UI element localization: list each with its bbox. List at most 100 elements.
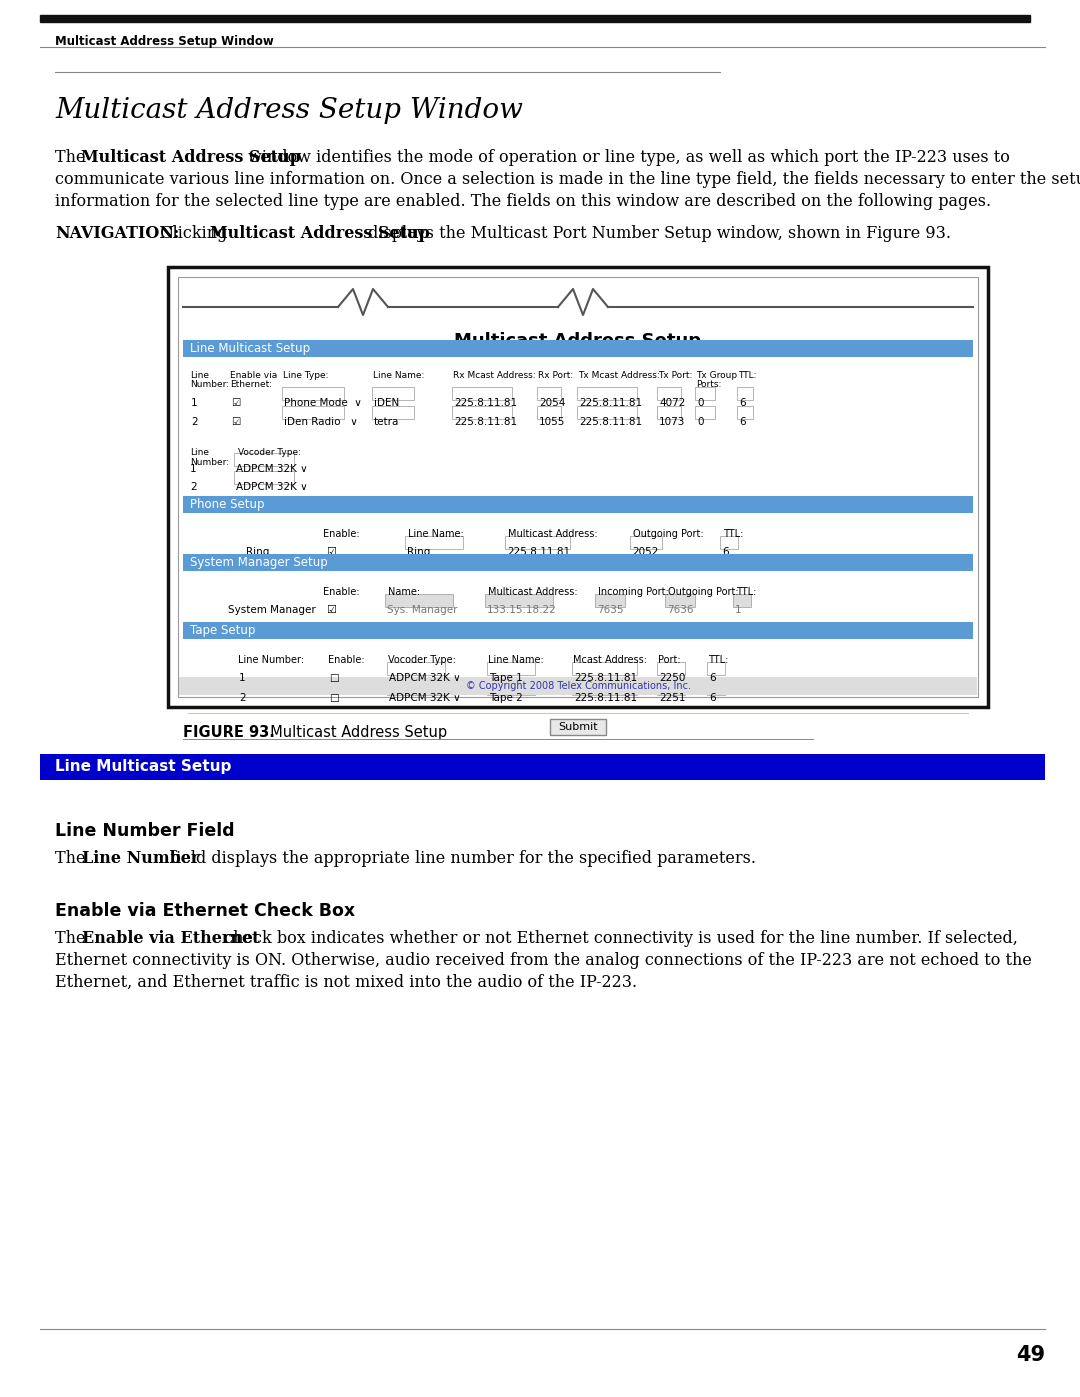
Text: Line Multicast Setup: Line Multicast Setup <box>55 760 231 774</box>
Text: ADPCM 32K ∨: ADPCM 32K ∨ <box>237 482 308 492</box>
Text: The: The <box>55 149 91 166</box>
Bar <box>487 682 535 694</box>
Text: 6: 6 <box>708 693 716 703</box>
Bar <box>178 277 978 697</box>
Text: 133.15.18.22: 133.15.18.22 <box>487 605 557 615</box>
Text: ☑: ☑ <box>231 398 240 408</box>
Text: 2052: 2052 <box>632 548 659 557</box>
Text: Multicast Address Setup Window: Multicast Address Setup Window <box>55 35 273 47</box>
Text: Multicast Address:: Multicast Address: <box>488 587 578 597</box>
Bar <box>665 594 696 608</box>
Bar <box>384 594 453 608</box>
Text: 225.8.11.81: 225.8.11.81 <box>579 398 643 408</box>
Text: © Copyright 2008 Telex Communications, Inc.: © Copyright 2008 Telex Communications, I… <box>465 680 690 692</box>
Text: Enable via: Enable via <box>230 372 278 380</box>
Text: Ports:: Ports: <box>696 380 721 388</box>
Text: 2250: 2250 <box>659 673 686 683</box>
Bar <box>737 387 753 400</box>
Text: 6: 6 <box>739 416 745 427</box>
Text: Line Name:: Line Name: <box>408 529 463 539</box>
Text: Enable:: Enable: <box>323 587 360 597</box>
Bar <box>40 754 1045 780</box>
Text: check box indicates whether or not Ethernet connectivity is used for the line nu: check box indicates whether or not Ether… <box>219 930 1017 947</box>
Text: 225.8.11.81: 225.8.11.81 <box>579 416 643 427</box>
Bar <box>179 678 977 694</box>
Text: 225.8.11.81: 225.8.11.81 <box>573 693 637 703</box>
Bar <box>453 387 512 400</box>
Text: 225.8.11.81: 225.8.11.81 <box>454 416 517 427</box>
Bar <box>737 407 753 419</box>
Text: 225.8.11.81: 225.8.11.81 <box>507 548 570 557</box>
Text: communicate various line information on. Once a selection is made in the line ty: communicate various line information on.… <box>55 170 1080 189</box>
Text: ADPCM 32K ∨: ADPCM 32K ∨ <box>389 673 461 683</box>
Text: 49: 49 <box>1016 1345 1045 1365</box>
Text: Ethernet:: Ethernet: <box>230 380 272 388</box>
Text: Phone Setup: Phone Setup <box>190 497 265 511</box>
Text: Rx Mcast Address:: Rx Mcast Address: <box>453 372 536 380</box>
Text: 1055: 1055 <box>539 416 565 427</box>
Text: ☑: ☑ <box>231 416 240 427</box>
Text: ☑: ☑ <box>326 605 336 615</box>
Text: Enable via Ethernet Check Box: Enable via Ethernet Check Box <box>55 902 355 921</box>
Text: window identifies the mode of operation or line type, as well as which port the : window identifies the mode of operation … <box>243 149 1010 166</box>
Bar <box>537 407 561 419</box>
Bar <box>595 594 625 608</box>
Text: The: The <box>55 849 91 868</box>
Bar <box>707 662 725 675</box>
Text: Ethernet connectivity is ON. Otherwise, audio received from the analog connectio: Ethernet connectivity is ON. Otherwise, … <box>55 951 1031 970</box>
Bar <box>387 682 445 694</box>
Bar <box>487 662 535 675</box>
Text: Line Number:: Line Number: <box>238 655 305 665</box>
Bar <box>572 662 637 675</box>
Text: ADPCM 32K ∨: ADPCM 32K ∨ <box>389 693 461 703</box>
Text: Sys. Manager: Sys. Manager <box>387 605 458 615</box>
Text: 6: 6 <box>739 398 745 408</box>
Text: iDen Radio   ∨: iDen Radio ∨ <box>284 416 357 427</box>
Bar <box>657 662 685 675</box>
Bar <box>485 594 553 608</box>
Text: 7636: 7636 <box>667 605 693 615</box>
Bar <box>40 15 1030 22</box>
Text: The: The <box>55 930 91 947</box>
Text: Multicast Address Setup: Multicast Address Setup <box>261 725 447 740</box>
Text: Tx Group: Tx Group <box>696 372 738 380</box>
Bar <box>183 496 973 513</box>
Text: 2054: 2054 <box>539 398 565 408</box>
Text: 1: 1 <box>191 398 198 408</box>
Bar <box>696 407 715 419</box>
Text: Multicast Address Setup: Multicast Address Setup <box>81 149 300 166</box>
Text: Line Type:: Line Type: <box>283 372 328 380</box>
Text: 2: 2 <box>191 416 198 427</box>
Text: Enable:: Enable: <box>328 655 365 665</box>
Text: ☑: ☑ <box>326 548 336 557</box>
Text: Name:: Name: <box>388 587 420 597</box>
Text: 0: 0 <box>697 416 703 427</box>
Bar <box>537 387 561 400</box>
Text: Tx Mcast Address:: Tx Mcast Address: <box>578 372 660 380</box>
Text: Vocoder Type:: Vocoder Type: <box>388 655 456 665</box>
Text: Line Name:: Line Name: <box>373 372 424 380</box>
Text: □: □ <box>329 673 339 683</box>
Text: Line: Line <box>190 372 210 380</box>
Bar <box>505 536 570 549</box>
Text: Tape 2: Tape 2 <box>489 693 523 703</box>
Text: Clicking: Clicking <box>150 225 232 242</box>
Text: 7635: 7635 <box>597 605 623 615</box>
Bar <box>550 719 606 735</box>
Text: tetra: tetra <box>374 416 400 427</box>
Text: 6: 6 <box>708 673 716 683</box>
Text: Ring: Ring <box>407 548 430 557</box>
Text: TTL:: TTL: <box>738 372 756 380</box>
Text: Line Number: Line Number <box>82 849 200 868</box>
Text: 0: 0 <box>697 398 703 408</box>
Bar <box>453 407 512 419</box>
Text: 225.8.11.81: 225.8.11.81 <box>454 398 517 408</box>
Bar <box>657 407 681 419</box>
Text: Line Multicast Setup: Line Multicast Setup <box>190 342 310 355</box>
Bar <box>577 407 637 419</box>
Text: 1: 1 <box>239 673 245 683</box>
Bar <box>657 682 685 694</box>
Bar <box>183 622 973 638</box>
Text: 1: 1 <box>190 464 197 474</box>
Text: 1073: 1073 <box>659 416 686 427</box>
